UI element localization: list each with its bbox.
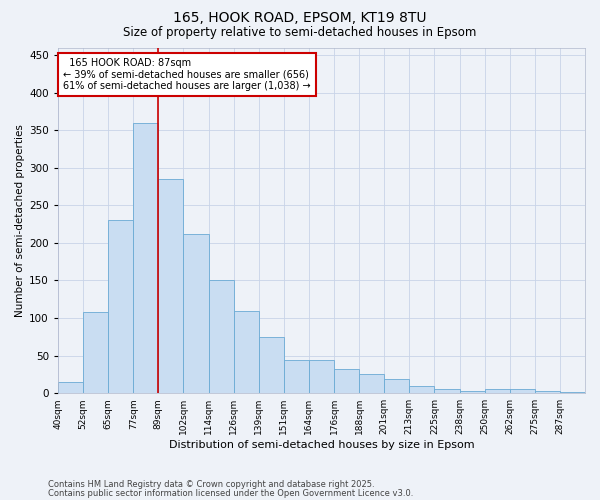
Bar [535,391,560,393]
Text: Size of property relative to semi-detached houses in Epsom: Size of property relative to semi-detach… [124,26,476,39]
Y-axis label: Number of semi-detached properties: Number of semi-detached properties [15,124,25,317]
Bar [384,379,409,393]
Bar [209,280,233,393]
Bar [284,360,309,393]
Text: Contains HM Land Registry data © Crown copyright and database right 2025.: Contains HM Land Registry data © Crown c… [48,480,374,489]
Bar [309,360,334,393]
Bar [460,391,485,393]
Bar [334,369,359,393]
Bar [485,390,510,393]
Text: 165 HOOK ROAD: 87sqm
← 39% of semi-detached houses are smaller (656)
61% of semi: 165 HOOK ROAD: 87sqm ← 39% of semi-detac… [63,58,311,91]
Bar [560,392,585,393]
Text: 165, HOOK ROAD, EPSOM, KT19 8TU: 165, HOOK ROAD, EPSOM, KT19 8TU [173,11,427,25]
Bar [184,234,209,393]
Text: Contains public sector information licensed under the Open Government Licence v3: Contains public sector information licen… [48,488,413,498]
Bar [158,179,184,393]
Bar [434,390,460,393]
Bar [409,386,434,393]
Bar [233,310,259,393]
Bar [259,337,284,393]
Bar [133,122,158,393]
X-axis label: Distribution of semi-detached houses by size in Epsom: Distribution of semi-detached houses by … [169,440,474,450]
Bar [510,390,535,393]
Bar [108,220,133,393]
Bar [58,382,83,393]
Bar [359,374,384,393]
Bar [83,312,108,393]
